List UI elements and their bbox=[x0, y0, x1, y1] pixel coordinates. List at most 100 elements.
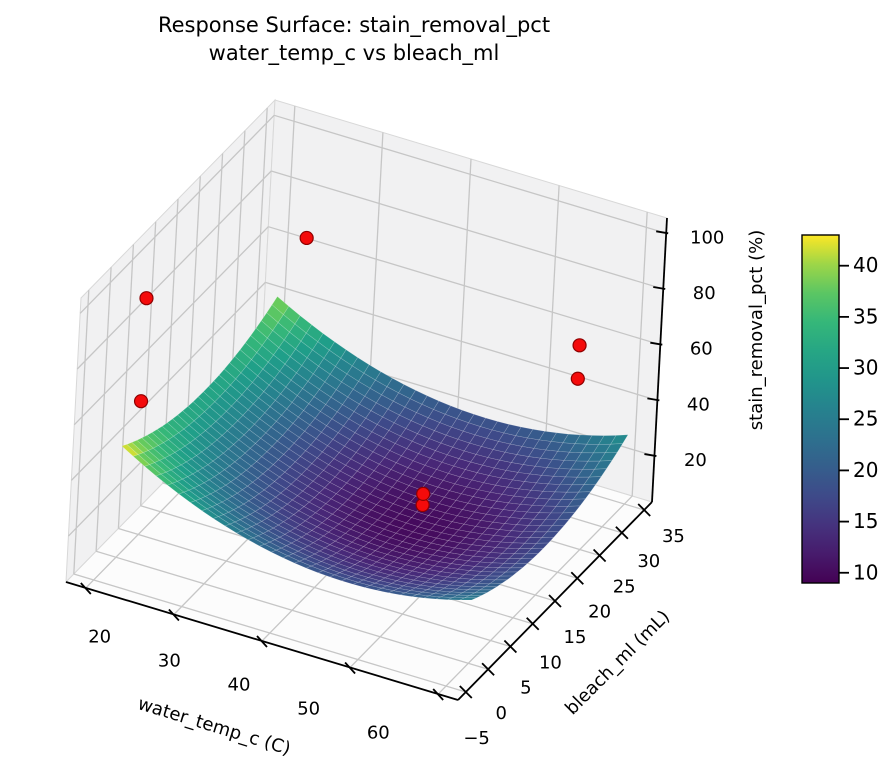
left-wall-grid-z bbox=[73, 226, 269, 426]
left-wall-grid-z bbox=[79, 114, 275, 314]
surface-quad bbox=[483, 582, 504, 588]
surface-quad bbox=[478, 586, 498, 591]
z-tick bbox=[650, 341, 663, 346]
y-axis-title: bleach_ml (mL) bbox=[561, 606, 674, 719]
colorbar-labels: 40 35 30 25 20 15 10 bbox=[853, 253, 878, 584]
chart-title-line1: Response Surface: stain_removal_pct bbox=[157, 13, 551, 37]
surface-mesh bbox=[121, 296, 629, 601]
surface-quad bbox=[556, 512, 576, 520]
y-tick-label: −5 bbox=[463, 728, 490, 749]
z-tick-label: 60 bbox=[690, 339, 713, 360]
floor-grid-y bbox=[95, 550, 489, 670]
x-tick bbox=[344, 661, 356, 675]
floor-grid-y bbox=[118, 527, 511, 648]
surface-quad bbox=[515, 558, 534, 564]
surface-quad bbox=[588, 468, 608, 478]
surface-quad bbox=[594, 460, 613, 470]
x-tick bbox=[80, 582, 92, 595]
left-wall-grid-y bbox=[95, 267, 112, 552]
colorbar-tick-label: 20 bbox=[853, 458, 878, 482]
colorbar-swatch bbox=[801, 234, 840, 584]
surface-quad bbox=[459, 597, 477, 601]
x-tick-label: 60 bbox=[367, 723, 390, 744]
surface-quad bbox=[530, 542, 550, 550]
scatter-point bbox=[139, 291, 154, 306]
x-tick-label: 50 bbox=[297, 699, 320, 720]
y-tick bbox=[592, 548, 607, 563]
y-tick bbox=[481, 662, 495, 676]
chart-title-line2: water_temp_c vs bleach_ml bbox=[208, 41, 500, 65]
scatter-point bbox=[572, 338, 587, 353]
y-tick bbox=[459, 685, 473, 699]
y-tick-label: 15 bbox=[564, 627, 587, 648]
surface-quad bbox=[599, 451, 618, 462]
floor-grid-y bbox=[73, 573, 466, 693]
y-tick bbox=[503, 639, 518, 654]
y-tick bbox=[615, 526, 629, 540]
y-tick bbox=[637, 503, 651, 517]
colorbar-tick-label: 35 bbox=[853, 304, 878, 328]
colorbar-tick-label: 40 bbox=[853, 253, 878, 277]
scatter-point bbox=[416, 486, 431, 501]
x-tick bbox=[256, 635, 268, 648]
z-tick-label: 20 bbox=[684, 450, 707, 471]
z-tick-label: 40 bbox=[687, 394, 710, 415]
left-wall-grid-y bbox=[117, 244, 135, 529]
colorbar-tick-label: 15 bbox=[853, 509, 878, 533]
right-wall-grid-z bbox=[271, 170, 664, 290]
right-wall-grid-x bbox=[631, 211, 648, 497]
left-wall-grid-y bbox=[73, 290, 90, 575]
scatter-points bbox=[133, 230, 587, 513]
x-tick-label: 20 bbox=[88, 626, 111, 647]
surface-quad bbox=[489, 579, 509, 584]
scatter-point bbox=[299, 230, 314, 246]
x-tick-label: 40 bbox=[228, 675, 251, 696]
colorbar-tick-label: 25 bbox=[853, 407, 878, 431]
z-tick bbox=[653, 286, 666, 290]
x-axis-title: water_temp_c (C) bbox=[135, 693, 293, 759]
z-tick bbox=[647, 397, 660, 402]
colorbar bbox=[801, 234, 849, 584]
left-wall-grid-z bbox=[70, 281, 266, 481]
surface-quad bbox=[520, 553, 539, 560]
right-wall-grid-z bbox=[265, 281, 658, 401]
surface-quad bbox=[583, 476, 602, 486]
surface-quad bbox=[604, 443, 624, 454]
z-axis-title: stain_removal_pct (%) bbox=[746, 230, 767, 430]
z-tick-label: 80 bbox=[693, 283, 716, 304]
right-wall-grid-z bbox=[274, 114, 667, 234]
y-tick-label: 30 bbox=[637, 551, 660, 572]
x-tick-label: 30 bbox=[158, 650, 181, 671]
chart-title: Response Surface: stain_removal_pct wate… bbox=[158, 11, 550, 67]
surface-quad bbox=[525, 548, 545, 555]
surface-quad bbox=[494, 575, 514, 581]
y-tick-label: 25 bbox=[613, 576, 636, 597]
right-wall-grid-x bbox=[455, 158, 472, 444]
right-wall-grid-z bbox=[268, 226, 661, 346]
surface-quad bbox=[509, 562, 529, 569]
scatter-point bbox=[570, 371, 585, 386]
left-wall-grid-z bbox=[76, 170, 272, 370]
z-tick bbox=[656, 230, 669, 235]
colorbar-tick-label: 10 bbox=[853, 560, 878, 584]
z-tick-label: 100 bbox=[690, 227, 724, 248]
y-tick-label: 10 bbox=[539, 652, 562, 673]
right-wall-grid-x bbox=[543, 185, 560, 470]
tick-marks bbox=[80, 230, 669, 701]
y-tick bbox=[570, 571, 584, 585]
colorbar-tick-label: 30 bbox=[853, 356, 878, 380]
y-tick-label: 0 bbox=[495, 703, 506, 724]
x-tick bbox=[168, 608, 180, 622]
y-tick bbox=[526, 617, 540, 631]
scatter-point bbox=[133, 394, 149, 409]
z-axis-spine bbox=[651, 217, 668, 503]
surface-quad bbox=[551, 518, 571, 527]
y-tick bbox=[548, 594, 562, 608]
surface-quad bbox=[541, 531, 560, 539]
y-tick-label: 35 bbox=[662, 526, 685, 547]
y-tick-label: 5 bbox=[520, 678, 531, 699]
z-tick bbox=[644, 453, 657, 457]
